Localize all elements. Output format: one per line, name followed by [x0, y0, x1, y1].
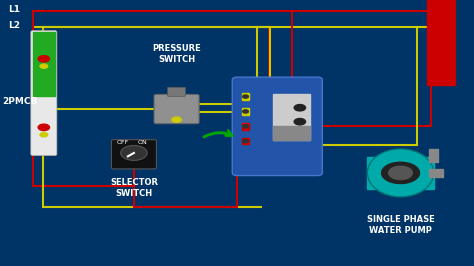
FancyBboxPatch shape	[154, 94, 199, 124]
Text: ON: ON	[138, 140, 148, 145]
Text: L2: L2	[9, 21, 20, 30]
Circle shape	[294, 105, 306, 111]
Bar	[242, 108, 249, 115]
FancyBboxPatch shape	[111, 140, 156, 169]
Circle shape	[382, 162, 419, 184]
Circle shape	[294, 119, 306, 125]
FancyBboxPatch shape	[232, 77, 322, 176]
Circle shape	[172, 117, 181, 122]
Text: L1: L1	[9, 5, 20, 14]
Bar	[242, 93, 249, 100]
Bar	[242, 138, 249, 144]
Bar	[33, 32, 55, 95]
Bar	[429, 169, 443, 177]
Circle shape	[243, 140, 248, 143]
Bar	[429, 149, 438, 162]
Text: SINGLE PHASE
WATER PUMP: SINGLE PHASE WATER PUMP	[367, 215, 434, 235]
Ellipse shape	[367, 149, 434, 197]
Circle shape	[243, 110, 248, 113]
Circle shape	[389, 166, 412, 180]
Text: 2PMCB: 2PMCB	[2, 97, 38, 106]
FancyBboxPatch shape	[31, 31, 57, 156]
Bar	[273, 126, 310, 140]
Circle shape	[38, 124, 50, 131]
Circle shape	[120, 146, 147, 160]
Bar	[367, 157, 434, 189]
Text: OFF: OFF	[116, 140, 128, 145]
Bar	[427, 0, 455, 85]
Bar	[273, 94, 310, 140]
Circle shape	[243, 125, 248, 128]
Circle shape	[243, 95, 248, 98]
Circle shape	[40, 132, 47, 137]
Text: SELECTOR
SWITCH: SELECTOR SWITCH	[110, 178, 158, 198]
Circle shape	[38, 56, 50, 62]
Text: PRESSURE
SWITCH: PRESSURE SWITCH	[152, 44, 201, 64]
Circle shape	[40, 64, 47, 68]
Bar	[242, 123, 249, 130]
FancyBboxPatch shape	[168, 87, 186, 96]
